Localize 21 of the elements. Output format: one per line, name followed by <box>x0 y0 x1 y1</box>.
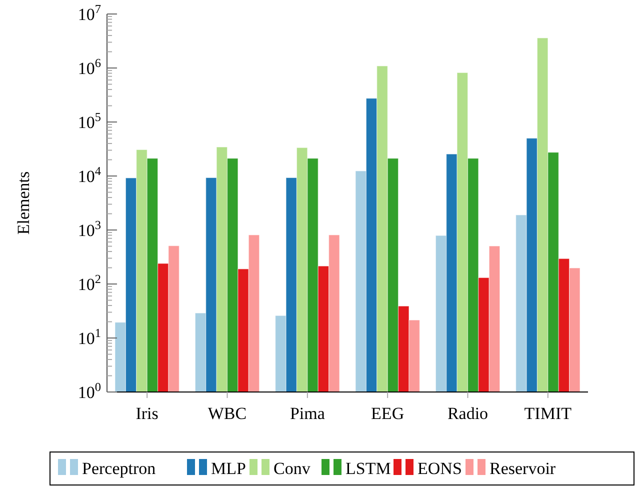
x-tick-label: Iris <box>136 404 158 423</box>
legend-label: LSTM <box>346 459 391 478</box>
y-tick-label: 10$^{1}$ <box>78 326 101 348</box>
x-tick-label: TIMIT <box>524 404 572 423</box>
y-axis-title: Elements <box>14 171 33 235</box>
y-tick-label: 10$^{0}$ <box>78 380 101 402</box>
y-tick-label: 10$^{6}$ <box>78 56 101 78</box>
y-tick-label: 10$^{3}$ <box>78 218 101 240</box>
x-tick-label: EEG <box>371 404 404 423</box>
y-tick-label: 10$^{7}$ <box>78 2 101 24</box>
x-tick-label: WBC <box>208 404 247 423</box>
legend-label: Perceptron <box>82 459 156 478</box>
x-tick-label: Pima <box>290 404 326 423</box>
legend-label: EONS <box>418 459 462 478</box>
x-tick-label: Radio <box>447 404 488 423</box>
y-tick-label: 10$^{5}$ <box>78 110 101 132</box>
legend-label: Conv <box>274 459 311 478</box>
legend-label: Reservoir <box>490 459 556 478</box>
y-tick-label: 10$^{2}$ <box>78 272 101 294</box>
legend-label: MLP <box>211 459 246 478</box>
y-tick-label: 10$^{4}$ <box>78 164 101 186</box>
